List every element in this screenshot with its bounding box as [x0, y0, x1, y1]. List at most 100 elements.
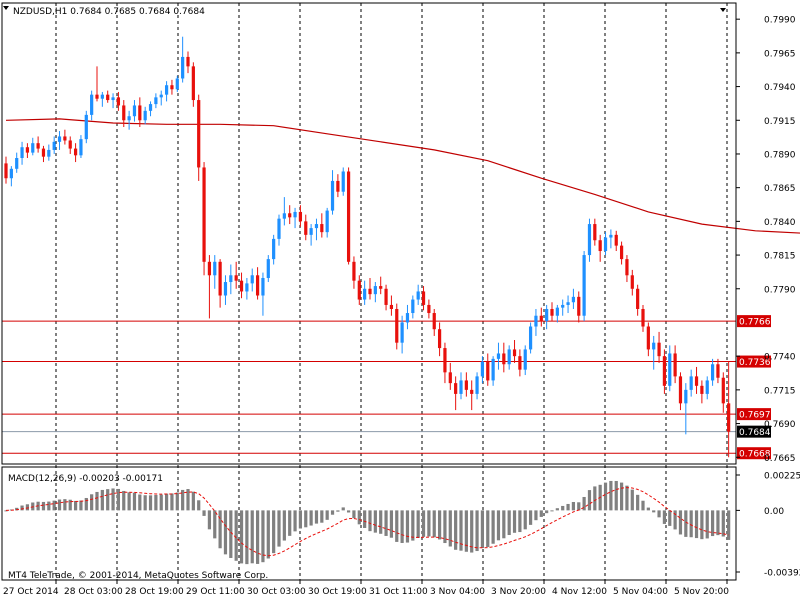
horizontal-levels[interactable]: 0.7766 0.7736 0.7697 0.7668 0.7684	[2, 315, 771, 460]
macd-label: MACD(12,26,9) -0.00203 -0.00171	[8, 474, 163, 484]
macd-bar	[245, 510, 249, 565]
copyright-text: MT4 TeleTrade, © 2001-2014, MetaQuotes S…	[8, 571, 268, 581]
candle-body	[582, 255, 586, 316]
current-price-box	[737, 425, 771, 438]
price-tick-label: 0.7790	[764, 285, 796, 295]
macd-bar	[448, 510, 452, 547]
level-label: 0.7736	[739, 358, 771, 368]
candle-body	[363, 288, 367, 300]
candle-body	[9, 168, 13, 179]
candle-body	[320, 224, 324, 233]
macd-bar	[106, 489, 110, 511]
macd-bar	[507, 510, 511, 536]
candle-body	[502, 353, 506, 365]
macd-bar	[336, 510, 340, 512]
macd-bar	[84, 497, 88, 511]
candle-body	[357, 280, 361, 300]
candle-body	[336, 180, 340, 192]
candle-body	[512, 349, 517, 357]
macd-bar	[668, 510, 672, 526]
macd-bar	[111, 488, 115, 511]
dropdown-arrow-icon[interactable]	[3, 6, 9, 10]
macd-bar	[432, 510, 436, 538]
macd-bar	[79, 500, 83, 511]
candle-body	[389, 304, 394, 309]
candle-body	[341, 171, 345, 192]
candle-body	[229, 275, 233, 283]
candle-body	[437, 329, 442, 349]
macd-bar	[127, 492, 131, 511]
macd-bar	[132, 492, 137, 511]
candle-body	[95, 94, 99, 99]
candle-body	[443, 348, 447, 373]
macd-bar	[250, 510, 254, 564]
candle-body	[314, 224, 319, 229]
candle-body	[721, 377, 725, 404]
candle-body	[625, 259, 629, 276]
candle-body	[710, 364, 715, 381]
macd-bar	[298, 510, 303, 529]
candle-body	[143, 110, 147, 121]
candle-body	[609, 234, 613, 238]
macd-bar	[684, 510, 688, 537]
level-label: 0.7697	[739, 411, 771, 421]
candle-body	[421, 291, 426, 305]
macd-bar	[443, 510, 447, 544]
candle-body	[63, 136, 67, 141]
time-tick-label: 4 Nov 12:00	[552, 587, 607, 597]
macd-bar	[314, 510, 319, 524]
macd-bar	[218, 510, 222, 549]
macd-bar	[181, 489, 185, 511]
candle-body	[4, 163, 8, 179]
candle-body	[411, 299, 415, 314]
macd-bar	[41, 501, 46, 511]
macd-bar	[100, 489, 104, 511]
candle-body	[255, 275, 260, 296]
macd-bar	[454, 510, 458, 550]
symbol-header: NZDUSD,H1 0.7684 0.7685 0.7684 0.7684	[13, 7, 205, 17]
price-tick-label: 0.7740	[764, 353, 796, 363]
macd-bar	[239, 510, 244, 564]
macd-bar	[63, 499, 67, 511]
price-frame	[1, 2, 737, 465]
chart-shift-arrow-icon[interactable]	[720, 8, 726, 12]
time-tick-label: 27 Oct 2014	[3, 587, 59, 597]
macd-bar	[464, 510, 468, 552]
candle-body	[154, 97, 158, 105]
macd-bar	[277, 510, 281, 547]
macd-bar	[325, 510, 329, 520]
candle-body	[470, 389, 474, 394]
macd-bar	[491, 510, 495, 544]
candle-body	[534, 315, 538, 327]
candle-body	[464, 380, 468, 390]
macd-bar	[202, 510, 206, 516]
macd-bar	[95, 491, 99, 511]
macd-bar	[475, 510, 479, 552]
candle-body	[662, 356, 667, 386]
macd-bar	[154, 494, 158, 511]
macd-bar	[566, 503, 570, 511]
macd-bar	[603, 482, 608, 511]
macd-bar	[486, 510, 490, 547]
macd-bar	[346, 510, 351, 513]
macd-bar	[25, 504, 30, 511]
macd-frame	[1, 466, 737, 581]
macd-bar	[148, 495, 153, 511]
macd-bar	[52, 500, 56, 511]
macd-bar	[373, 510, 377, 533]
candle-body	[507, 349, 511, 365]
price-tick-label: 0.7890	[764, 150, 796, 160]
candle-body	[561, 304, 565, 308]
macd-bar	[523, 510, 527, 530]
macd-bar	[716, 510, 720, 536]
candle-body	[459, 380, 463, 394]
candle-body	[384, 288, 388, 305]
macd-bar	[330, 510, 335, 515]
candle-body	[186, 56, 190, 67]
candle-body	[36, 143, 40, 149]
candle-body	[571, 296, 576, 303]
candle-body	[309, 228, 313, 235]
candle-body	[207, 261, 212, 276]
